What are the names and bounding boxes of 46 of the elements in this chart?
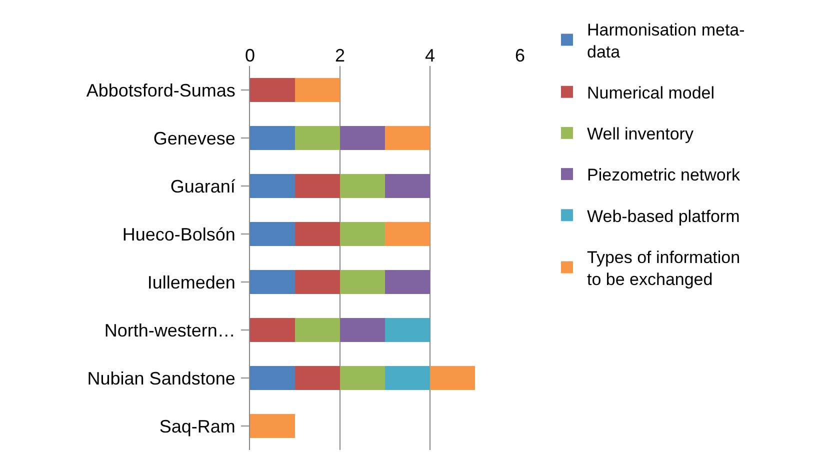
bar	[250, 78, 295, 102]
bar	[250, 270, 295, 294]
bar	[250, 414, 295, 438]
bar	[340, 174, 385, 198]
legend-label: Web-based platform	[587, 206, 740, 226]
y-tick-label: North-western…	[104, 320, 236, 340]
y-tick-label: Guaraní	[170, 176, 236, 196]
bar	[295, 366, 340, 390]
bar	[250, 318, 295, 342]
y-tick-label: Iullemeden	[147, 272, 236, 292]
legend-label: Piezometric network	[587, 166, 741, 185]
bar	[340, 222, 385, 246]
bar	[295, 270, 340, 294]
bar	[385, 126, 430, 150]
bar	[340, 126, 385, 150]
bar	[250, 366, 295, 390]
bar	[295, 318, 340, 342]
y-tick-label: Saq-Ram	[159, 416, 236, 436]
y-tick-label: Hueco-Bolsón	[122, 224, 236, 244]
bar	[385, 270, 430, 294]
bar	[385, 366, 430, 390]
y-tick-label: Abbotsford-Sumas	[86, 80, 236, 100]
legend-label: Types of information to be exchanged	[587, 248, 740, 289]
bar	[385, 222, 430, 246]
legend-label: Numerical model	[587, 83, 715, 102]
y-tick-label: Genevese	[153, 128, 236, 148]
y-tick-label: Nubian Sandstone	[87, 368, 236, 388]
bar	[295, 126, 340, 150]
bar	[385, 318, 430, 342]
bar	[295, 222, 340, 246]
x-tick-label: 0	[244, 45, 256, 66]
bar	[430, 366, 475, 390]
legend-label: Well inventory	[587, 124, 694, 144]
x-tick-label: 6	[514, 45, 526, 66]
bar	[385, 174, 430, 198]
x-tick-label: 4	[424, 45, 436, 66]
bar	[340, 366, 385, 390]
x-tick-label: 2	[334, 45, 346, 66]
bar	[295, 174, 340, 198]
bar	[250, 174, 295, 198]
bar	[340, 318, 385, 342]
legend-label: Harmonisation meta-data	[587, 20, 745, 62]
bar	[295, 78, 340, 102]
bar	[250, 126, 295, 150]
bar	[250, 222, 295, 246]
bar	[340, 270, 385, 294]
